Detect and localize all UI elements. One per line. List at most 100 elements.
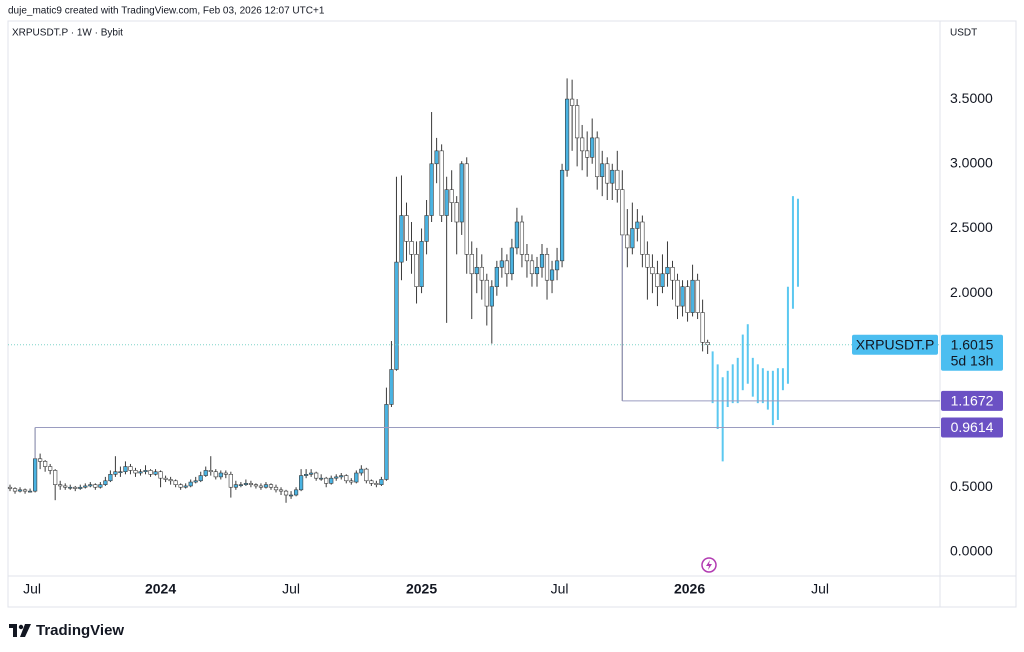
candle-body — [640, 221, 645, 255]
candle-body — [349, 480, 354, 483]
candle-body — [364, 468, 369, 482]
candle-body — [27, 490, 33, 493]
candle-body — [63, 485, 68, 488]
candle-body — [178, 484, 183, 488]
x-tick-label: Jul — [551, 581, 569, 597]
candle-body — [158, 471, 163, 479]
candle-body — [354, 472, 359, 483]
x-tick-label: Jul — [282, 581, 300, 597]
x-tick-label: 2025 — [406, 581, 437, 597]
candle-body — [539, 254, 545, 268]
candle-body — [625, 234, 630, 249]
candle-body — [369, 480, 374, 484]
y-tick-label: 2.0000 — [950, 284, 993, 300]
candle-body — [88, 484, 93, 487]
candle-body — [610, 169, 615, 184]
candle-body — [680, 286, 685, 307]
candle-body — [394, 261, 399, 370]
candle-body — [630, 228, 635, 249]
candle-body — [48, 466, 53, 471]
candle-body — [118, 471, 123, 474]
candle-body — [600, 163, 605, 178]
chart-frame — [7, 20, 1017, 608]
candle-body — [334, 476, 339, 479]
price-tag-label: 1.6015 — [951, 336, 994, 352]
candle-body — [238, 484, 243, 486]
candle-body — [409, 241, 414, 255]
candle-body — [620, 189, 625, 236]
candle-body — [93, 484, 98, 488]
candle-body — [314, 472, 319, 479]
candle-body — [439, 150, 444, 216]
candle-body — [519, 221, 525, 255]
candle-body — [78, 486, 83, 489]
y-tick-label: 3.0000 — [950, 154, 993, 170]
candle-body — [504, 260, 509, 275]
candle-body — [258, 485, 264, 488]
candle-body — [153, 471, 158, 475]
candle-body — [208, 470, 213, 473]
candle-body — [248, 483, 254, 485]
candle-body — [660, 273, 665, 287]
candle-body — [469, 254, 474, 275]
candle-body — [444, 189, 449, 216]
candle-body — [559, 169, 565, 262]
candle-body — [163, 477, 168, 480]
candle-body — [278, 489, 284, 492]
candle-body — [319, 477, 324, 480]
candle-body — [464, 163, 469, 255]
candle-body — [570, 98, 575, 106]
candle-body — [429, 163, 434, 216]
candle-body — [499, 260, 504, 268]
candle-body — [474, 266, 479, 275]
x-tick-label: Jul — [23, 581, 41, 597]
alert-icon — [701, 557, 717, 573]
candle-body — [514, 221, 520, 249]
candle-body — [564, 98, 570, 171]
candle-body — [635, 221, 640, 229]
candle-body — [414, 254, 419, 287]
candle-body — [404, 215, 409, 242]
candle-body — [113, 471, 118, 475]
countdown-label: 5d 13h — [951, 352, 994, 368]
candle-body — [529, 260, 535, 275]
candle-body — [685, 286, 690, 313]
candle-body — [655, 273, 660, 287]
candle-body — [288, 494, 294, 497]
candle-body — [695, 279, 700, 313]
candle-body — [419, 241, 424, 287]
y-tick-label: 0.0000 — [950, 543, 993, 559]
candle-body — [12, 488, 18, 492]
y-tick-label: 2.5000 — [950, 219, 993, 235]
candle-body — [223, 472, 228, 475]
candle-body — [143, 470, 148, 473]
candle-body — [580, 137, 585, 152]
candle-body — [384, 404, 389, 480]
candle-body — [218, 472, 223, 478]
candle-body — [68, 486, 73, 489]
candle-body — [524, 254, 530, 262]
candle-body — [595, 137, 600, 178]
brand: TradingView — [36, 622, 124, 639]
candle-body — [454, 202, 459, 223]
candle-body — [484, 279, 489, 307]
candle-body — [459, 163, 464, 223]
symbol-tag-label: XRPUSDT.P — [856, 336, 935, 352]
candle-body — [22, 489, 28, 492]
y-tick-label: 0.5000 — [950, 478, 993, 494]
candle-body — [700, 312, 705, 343]
candle-body — [339, 475, 344, 478]
candle-body — [479, 266, 484, 281]
candle-body — [650, 266, 655, 275]
candle-body — [33, 458, 38, 492]
candle-body — [73, 486, 78, 489]
candle-body — [173, 480, 178, 485]
price-tag — [941, 334, 1003, 371]
candle-body — [304, 474, 309, 476]
candle-body — [675, 279, 680, 307]
x-tick-label: Jul — [811, 581, 829, 597]
candle-body — [544, 254, 550, 281]
candle-body — [399, 215, 404, 263]
